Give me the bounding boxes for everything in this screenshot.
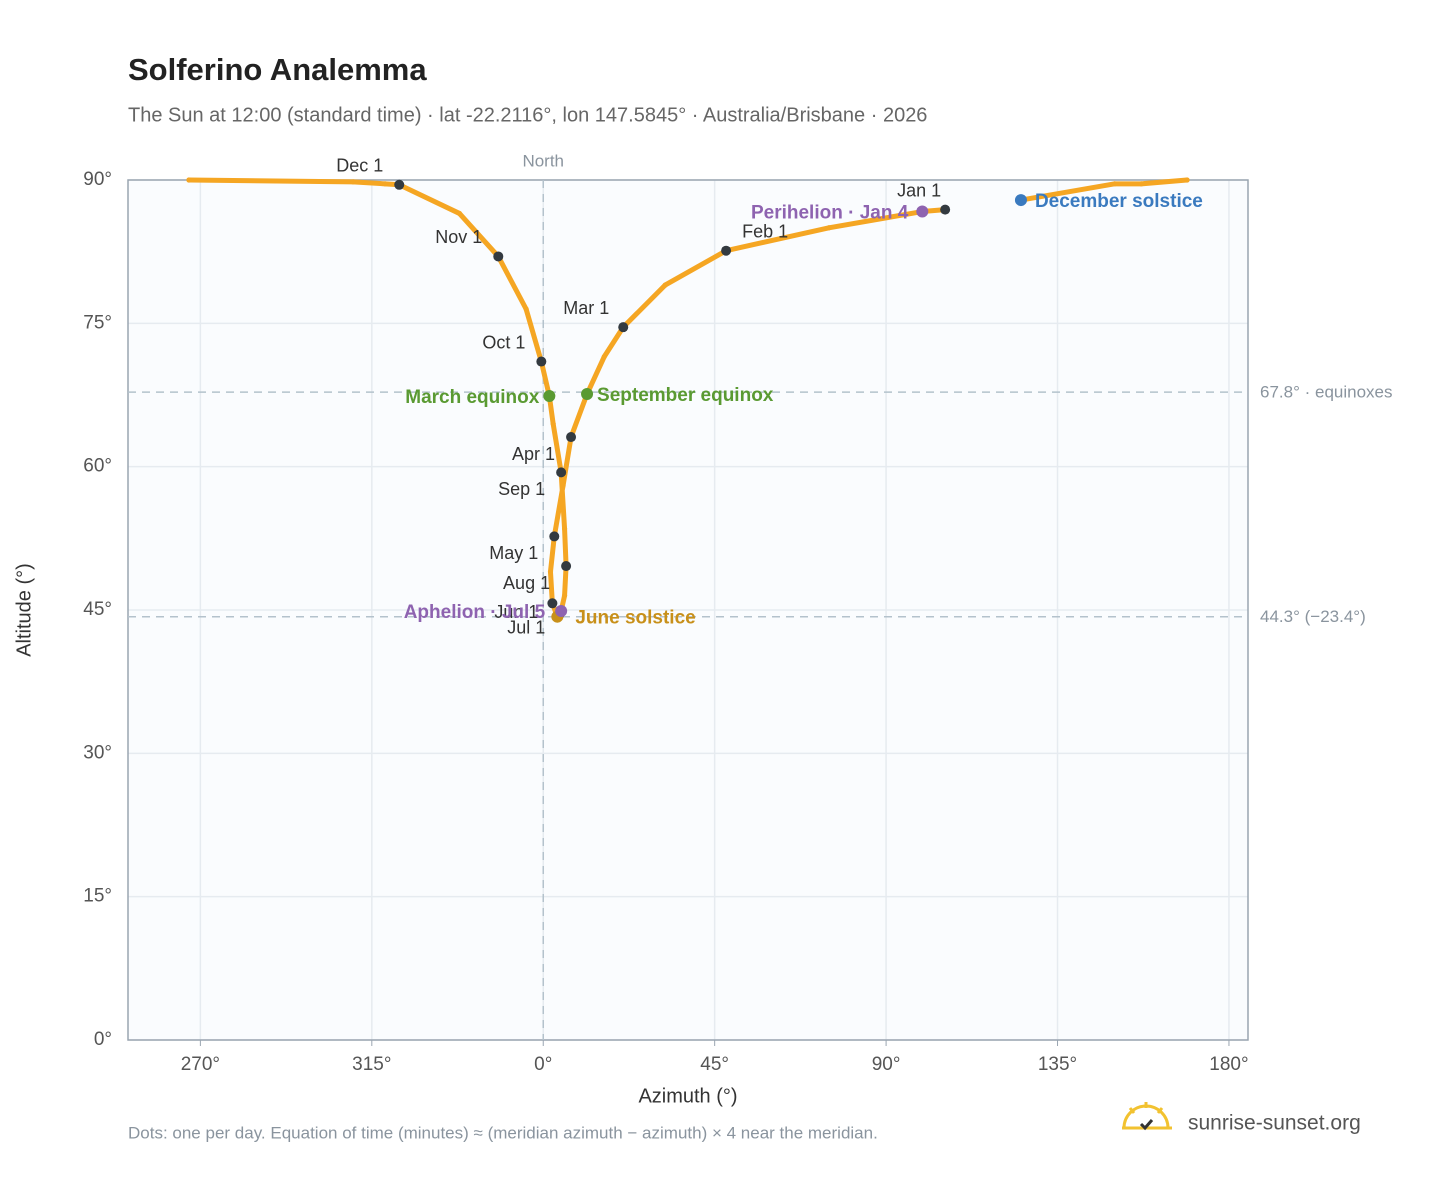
month-label: Jan 1 — [897, 180, 941, 200]
daily-dot — [550, 421, 556, 427]
event-label: Aphelion · Jul 5 — [404, 602, 546, 623]
y-tick-label: 75° — [83, 312, 112, 333]
chart-title: Solferino Analemma — [128, 52, 427, 87]
x-axis-label: Azimuth (°) — [638, 1085, 737, 1107]
event-label: December solstice — [1035, 191, 1203, 212]
y-tick-label: 30° — [83, 742, 112, 763]
plot-frame — [127, 179, 1249, 1041]
event-marker — [543, 389, 556, 402]
daily-dot — [826, 225, 832, 231]
month-marker — [566, 432, 577, 443]
reference-label: 44.3° (−23.4°) — [1260, 607, 1366, 626]
daily-dot — [662, 282, 668, 288]
daily-dot — [1112, 181, 1118, 187]
x-tick-label: 180° — [1209, 1054, 1248, 1075]
x-tick-label: 270° — [181, 1054, 220, 1075]
brand: sunrise-sunset.org — [1188, 1112, 1361, 1135]
event-marker — [581, 388, 594, 401]
daily-dot — [561, 526, 568, 532]
month-label: Jun 1 — [494, 602, 538, 622]
y-tick-label: 15° — [83, 886, 112, 907]
daily-dot — [601, 354, 607, 360]
month-marker — [536, 356, 547, 367]
month-label: Apr 1 — [512, 444, 555, 464]
event-marker — [916, 205, 929, 218]
y-tick-label: 0° — [94, 1029, 112, 1050]
event-label: Perihelion · Jan 4 — [751, 203, 909, 224]
month-label: Nov 1 — [435, 227, 482, 247]
month-label: Aug 1 — [503, 573, 550, 593]
event-marker — [1014, 194, 1027, 207]
month-marker — [547, 598, 558, 609]
y-tick-label: 45° — [83, 599, 112, 620]
event-label: September equinox — [597, 385, 774, 406]
month-label: Feb 1 — [742, 221, 788, 241]
month-label: Oct 1 — [482, 332, 525, 352]
month-marker — [549, 531, 560, 542]
month-label: Mar 1 — [563, 298, 609, 318]
month-marker — [940, 204, 951, 215]
x-tick-label: 0° — [534, 1054, 552, 1075]
chart-subtitle: The Sun at 12:00 (standard time) · lat -… — [128, 104, 927, 126]
month-marker — [561, 561, 572, 572]
daily-dot — [560, 483, 566, 489]
month-marker — [493, 251, 504, 262]
daily-dot — [382, 181, 388, 187]
daily-dot — [456, 210, 463, 217]
event-label: June solstice — [575, 608, 695, 629]
x-tick-label: 315° — [352, 1054, 391, 1075]
month-label: Sep 1 — [498, 479, 545, 499]
month-marker — [556, 467, 567, 478]
daily-dot — [186, 177, 192, 183]
meridian-label: North — [522, 151, 564, 170]
x-tick-label: 135° — [1038, 1054, 1077, 1075]
footnote: Dots: one per day. Equation of time (min… — [128, 1123, 878, 1142]
daily-dot — [561, 593, 568, 599]
month-label: May 1 — [489, 543, 538, 563]
daily-dot — [1138, 181, 1144, 187]
y-tick-label: 90° — [83, 169, 112, 190]
y-axis-label: Altitude (°) — [13, 563, 35, 657]
event-marker — [555, 604, 568, 617]
month-marker — [618, 322, 629, 333]
daily-dot — [1184, 177, 1190, 183]
daily-dot — [547, 569, 554, 575]
month-label: Jul 1 — [507, 618, 545, 638]
reference-label: 67.8° · equinoxes — [1260, 383, 1393, 402]
brand-logo — [1122, 1102, 1172, 1131]
event-label: March equinox — [405, 387, 540, 408]
daily-dot — [350, 179, 356, 185]
month-label: Dec 1 — [336, 156, 383, 176]
x-tick-label: 45° — [700, 1054, 729, 1075]
daily-dot — [523, 306, 529, 312]
x-tick-label: 90° — [872, 1054, 901, 1075]
y-tick-label: 60° — [83, 456, 112, 477]
month-marker — [721, 245, 732, 256]
month-marker — [394, 179, 405, 190]
